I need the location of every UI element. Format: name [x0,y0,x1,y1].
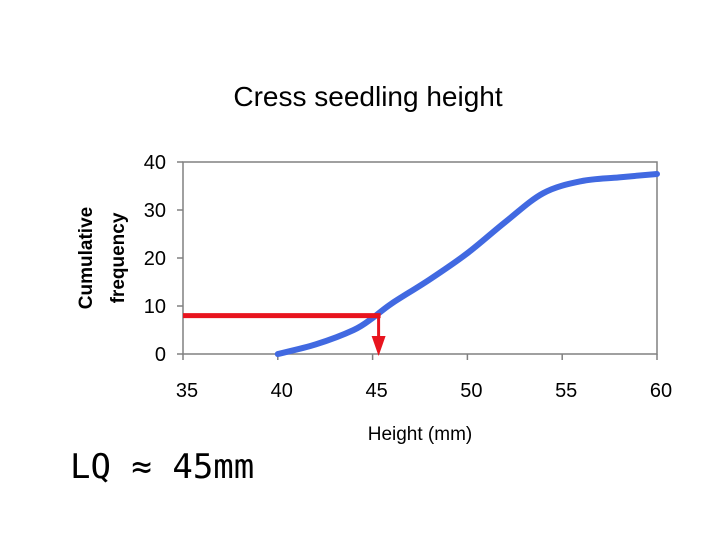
x-tick-label: 50 [460,380,482,402]
x-tick-label: 40 [271,380,293,402]
y-tick-label: 20 [144,248,166,270]
x-tick-label: 45 [365,380,387,402]
x-axis-ticks: 35 40 45 50 55 60 [176,354,672,402]
x-axis-label: Height (mm) [368,424,473,445]
y-tick-label: 30 [144,200,166,222]
lower-quartile-annotation [183,313,386,356]
x-tick-label: 55 [555,380,577,402]
x-tick-label: 60 [650,380,672,402]
chart-title: Cress seedling height [233,81,502,112]
cumulative-frequency-curve [274,171,660,357]
x-tick-label: 35 [176,380,198,402]
y-tick-label: 0 [155,344,166,366]
y-axis-ticks: 0 10 20 30 40 [144,152,183,366]
annotation-arrowhead [371,336,386,356]
lower-quartile-note: LQ ≈ 45mm [70,447,254,487]
y-tick-label: 40 [144,152,166,174]
y-axis-label-line2: frequency [108,212,129,303]
y-tick-label: 10 [144,296,166,318]
series-layer [274,171,660,357]
plot-area [182,161,658,355]
y-axis-label-line1: Cumulative [76,207,97,309]
